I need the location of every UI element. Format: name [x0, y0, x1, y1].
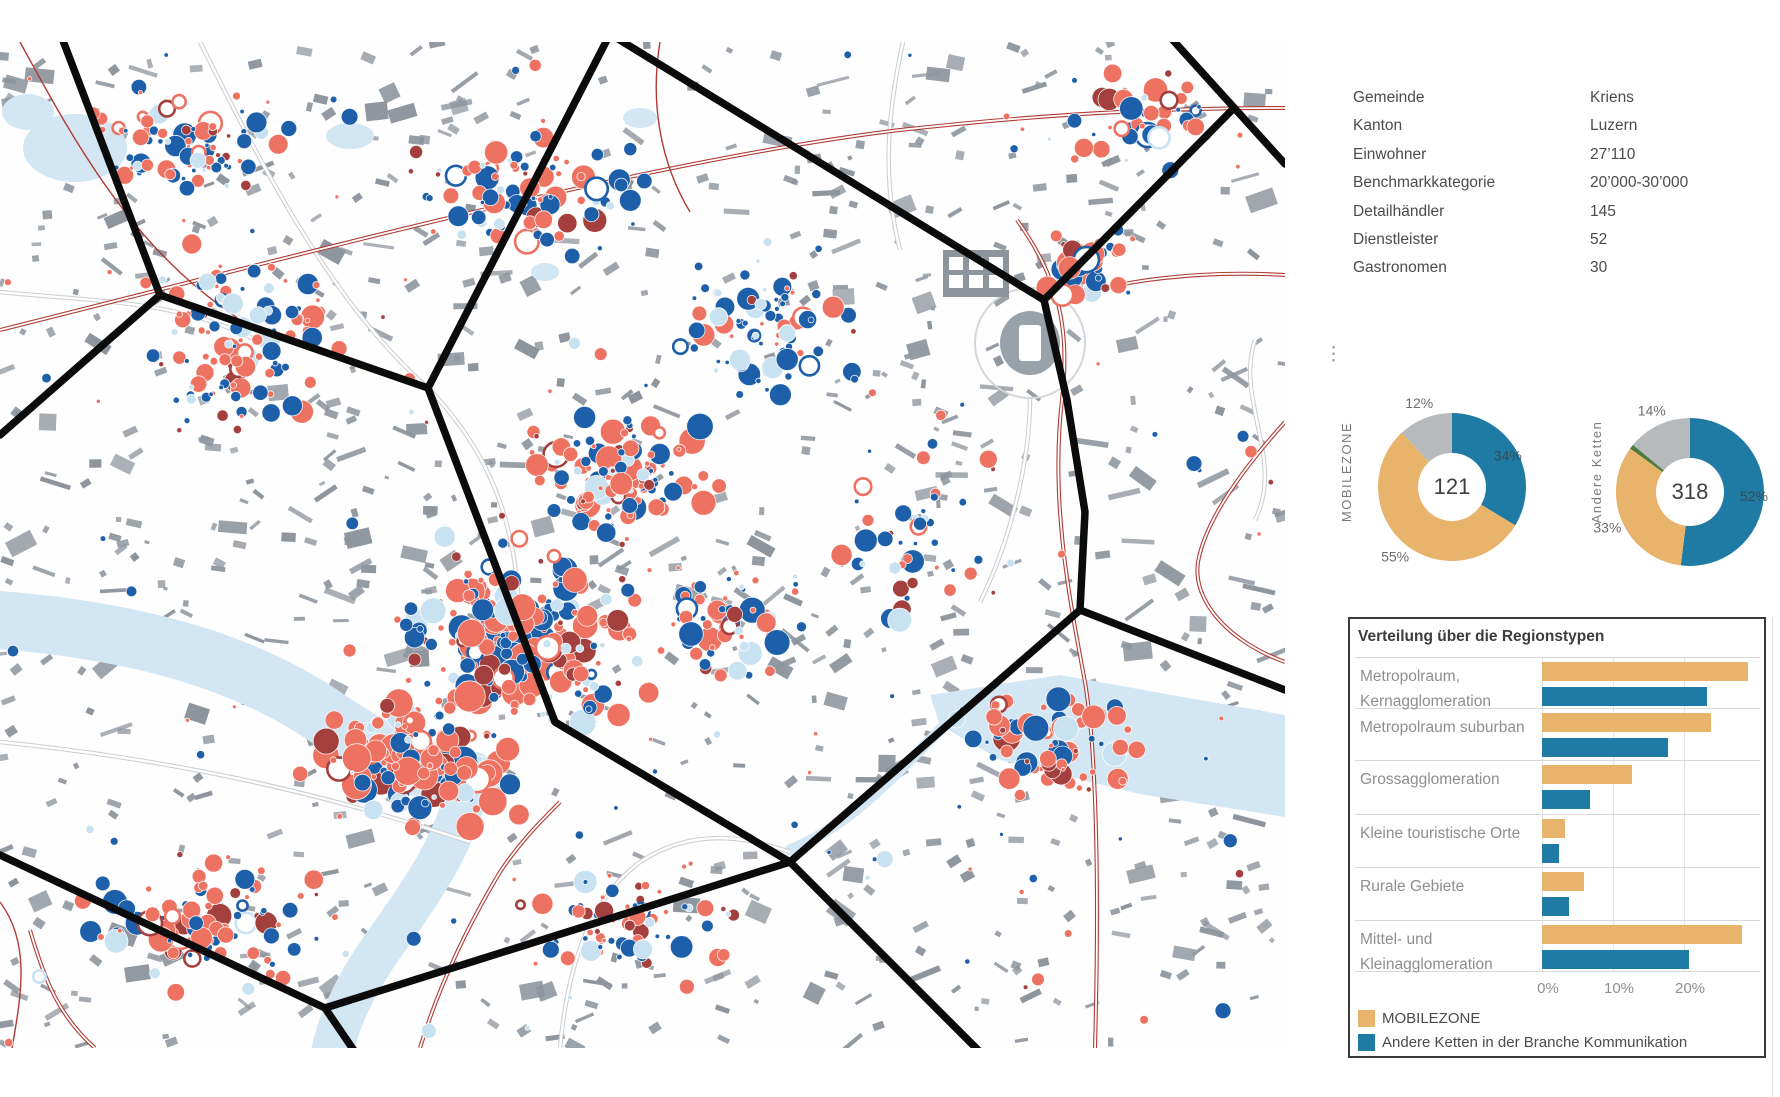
info-label: Dienstleister	[1353, 231, 1439, 249]
mobilezone-donut-chart[interactable]: 34% 55% 12% 121	[1357, 392, 1547, 582]
donut-slice-percent: 55%	[1381, 549, 1409, 565]
donut-center-value: 318	[1672, 479, 1709, 504]
donut-slice-teal[interactable]	[1452, 413, 1526, 526]
donut-axis-label-mobilezone: MOBILEZONE	[1339, 421, 1354, 523]
legend-item-mobilezone[interactable]: MOBILEZONE	[1358, 1010, 1480, 1027]
bar-row-label: Rurale Gebiete	[1360, 878, 1465, 895]
info-row: Dienstleister 52	[1353, 226, 1688, 254]
info-value: Luzern	[1590, 117, 1638, 135]
info-label: Gastronomen	[1353, 259, 1447, 277]
donut-slice-percent: 33%	[1593, 520, 1621, 536]
info-value: Kriens	[1590, 89, 1634, 106]
legend-label-andere-ketten: Andere Ketten in der Branche Kommunikati…	[1382, 1034, 1688, 1051]
bar-mobilezone[interactable]	[1542, 925, 1742, 944]
donut-slice-gray[interactable]	[1401, 413, 1452, 463]
info-row: Kanton Luzern	[1353, 112, 1688, 140]
info-label: Detailhändler	[1353, 202, 1445, 220]
bar-mobilezone[interactable]	[1542, 765, 1632, 784]
donut-slice-percent: 12%	[1405, 395, 1433, 411]
bar-row-label: Mittel- und Kleinagglomeration	[1360, 931, 1493, 973]
info-value: 52	[1590, 231, 1608, 249]
info-value: 145	[1590, 202, 1616, 220]
info-value: 27’110	[1590, 145, 1636, 163]
andere-ketten-donut-chart[interactable]: 52% 33% 14% 318	[1593, 397, 1780, 587]
donut-slice-tan[interactable]	[1377, 432, 1516, 562]
donut-slice-percent: 52%	[1740, 488, 1768, 504]
bar-andere-ketten[interactable]	[1542, 738, 1668, 757]
row-separator	[1355, 657, 1760, 658]
donut-slice-teal[interactable]	[1680, 418, 1764, 566]
bar-mobilezone[interactable]	[1542, 872, 1584, 891]
bar-chart-title: Verteilung über die Regionstypen	[1358, 628, 1605, 645]
bar-row-label: Metropolraum, Kernagglomeration	[1360, 668, 1491, 710]
info-label: Gemeinde	[1353, 89, 1425, 106]
city-map-svg[interactable]	[0, 30, 1290, 1073]
bar-row-label: Grossagglomeration	[1360, 771, 1500, 788]
info-row: Gemeinde Kriens	[1353, 84, 1688, 112]
donut-slice-tan[interactable]	[1615, 448, 1686, 566]
info-panel: Gemeinde Kriens Kanton Luzern Einwohner 27’11…	[1353, 84, 1688, 283]
row-separator	[1355, 708, 1760, 709]
more-options-icon[interactable]: ⋮	[1324, 344, 1343, 365]
bar-row-label: Kleine touristische Orte	[1360, 825, 1521, 842]
info-row: Einwohner 27’110	[1353, 141, 1688, 169]
x-axis-tick: 10%	[1603, 980, 1635, 997]
donut-slice-percent: 14%	[1638, 403, 1666, 419]
voronoi-boundaries	[0, 30, 1289, 1056]
info-label: Benchmarkkategorie	[1353, 174, 1496, 192]
legend-item-andere-ketten[interactable]: Andere Ketten in der Branche Kommunikati…	[1358, 1034, 1687, 1051]
city-map[interactable]	[0, 30, 1290, 1073]
info-row: Gastronomen 30	[1353, 254, 1688, 282]
row-separator	[1355, 867, 1760, 868]
bar-andere-ketten[interactable]	[1542, 897, 1569, 916]
row-separator	[1355, 814, 1760, 815]
donut-slice-gray[interactable]	[1632, 418, 1690, 471]
info-value: 20’000-30’000	[1590, 174, 1689, 192]
legend-swatch-mobilezone	[1358, 1010, 1375, 1027]
info-row: Detailhändler 145	[1353, 198, 1688, 226]
info-row: Benchmarkkategorie 20’000-30’000	[1353, 169, 1688, 197]
donut-slice-percent: 34%	[1494, 448, 1522, 464]
legend-swatch-andere-ketten	[1358, 1034, 1375, 1051]
panel-edge-divider	[1772, 617, 1773, 1097]
info-value: 30	[1590, 259, 1608, 277]
bar-mobilezone[interactable]	[1542, 713, 1711, 732]
donut-slice-green[interactable]	[1630, 444, 1664, 473]
info-label: Einwohner	[1353, 145, 1427, 163]
bar-mobilezone[interactable]	[1542, 662, 1748, 681]
row-separator	[1355, 971, 1760, 972]
bar-andere-ketten[interactable]	[1542, 950, 1689, 969]
donut-center-value: 121	[1434, 474, 1471, 499]
region-bar-chart-panel[interactable]: Verteilung über die Regionstypen 0% 10% 20…	[1348, 617, 1766, 1058]
row-separator	[1355, 920, 1760, 921]
x-axis-tick: 0%	[1537, 980, 1559, 997]
info-label: Kanton	[1353, 117, 1403, 135]
x-axis-tick: 20%	[1674, 980, 1706, 997]
row-separator	[1355, 760, 1760, 761]
bar-row-label: Metropolraum suburban	[1360, 719, 1525, 736]
bar-andere-ketten[interactable]	[1542, 790, 1590, 809]
store-dots-layer[interactable]	[4, 50, 1274, 1048]
bar-mobilezone[interactable]	[1542, 819, 1565, 838]
bar-andere-ketten[interactable]	[1542, 844, 1559, 863]
stadium-icon	[1000, 311, 1060, 375]
legend-label-mobilezone: MOBILEZONE	[1382, 1010, 1481, 1027]
bar-andere-ketten[interactable]	[1542, 687, 1707, 706]
